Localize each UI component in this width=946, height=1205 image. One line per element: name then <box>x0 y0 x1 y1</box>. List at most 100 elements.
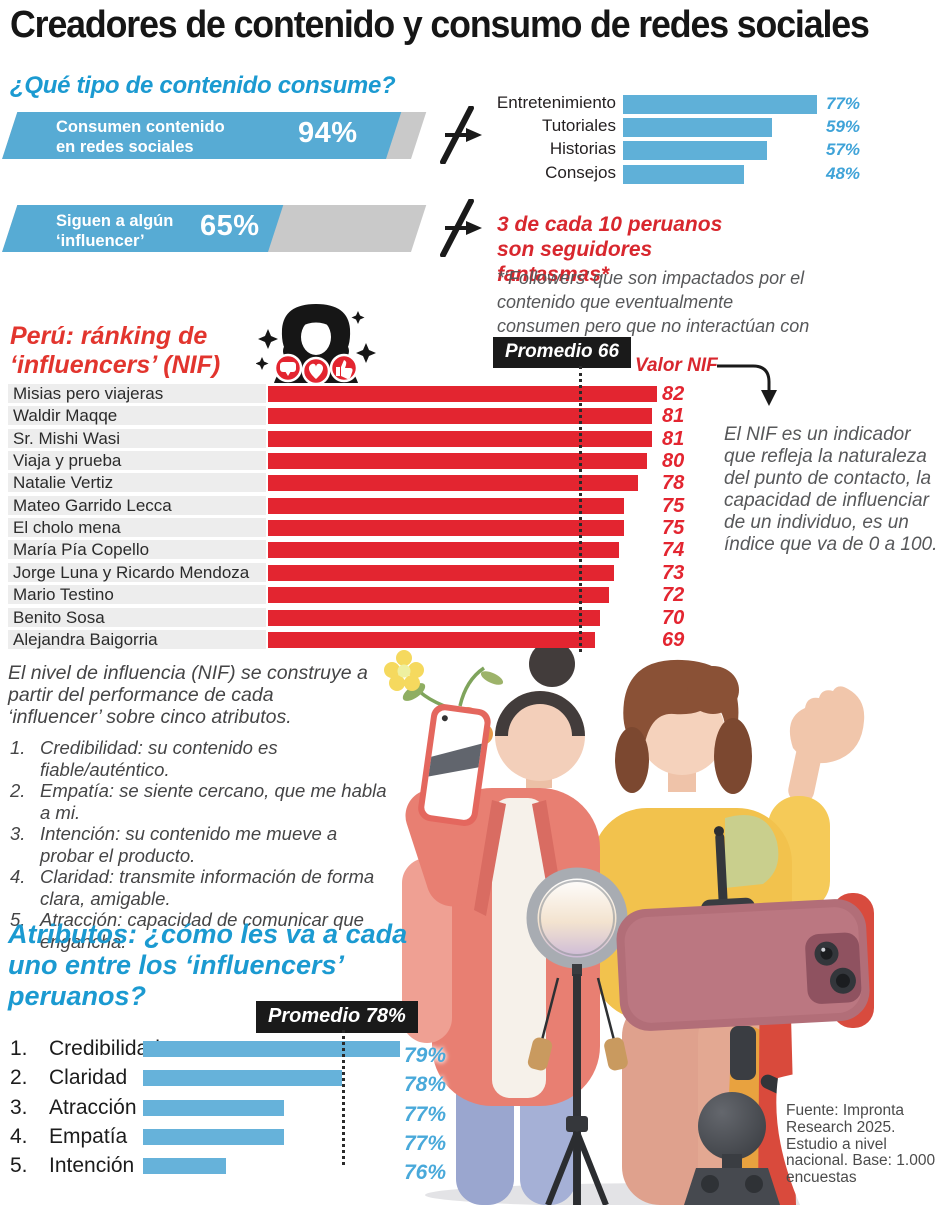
ranking-bar <box>268 610 600 626</box>
ranking-nif-value: 75 <box>662 495 685 517</box>
ranking-influencer-name: Mateo Garrido Lecca <box>13 496 172 515</box>
content-type-label: Entretenimiento <box>496 93 616 112</box>
content-type-label: Historias <box>549 139 616 159</box>
nif-attribute-item: 5. Atracción: capacidad de comunicar que … <box>8 909 403 952</box>
attributes-average-line <box>342 1030 345 1165</box>
ranking-chart: Misias pero viajeras 82 Waldir Maqqe 81 Sr. … <box>8 383 685 651</box>
ranking-row-stripe <box>8 496 266 515</box>
attribute-name: Credibilidad <box>49 1037 160 1060</box>
source-note: Fuente: Impronta Research 2025. Estudio … <box>786 1102 936 1187</box>
content-type-value: 59% <box>826 117 861 137</box>
nif-attribute-item: 4. Claridad: transmite información de for… <box>8 866 403 909</box>
nif-attribute-text: Intención: su contenido me mueve a proba… <box>40 823 338 866</box>
ranking-bar <box>268 453 647 469</box>
content-type-bar <box>623 141 767 161</box>
ranking-nif-value: 69 <box>662 629 685 651</box>
ranking-nif-value: 73 <box>662 562 685 584</box>
nif-explainer-intro: El nivel de influencia (NIF) se construy… <box>8 662 368 728</box>
section-consumo-heading: ¿Qué tipo de contenido consume? <box>10 72 396 99</box>
slash-arrow-icon <box>440 106 482 164</box>
ranking-row-stripe <box>8 429 266 448</box>
ranking-nif-value: 80 <box>662 450 685 472</box>
nif-attribute-text: Empatía: se siente cercano, que me habla… <box>40 780 387 823</box>
nif-attributes-list: 1. Credibilidad: su contenido es fiable/a… <box>8 737 403 952</box>
attribute-name: Atracción <box>49 1096 137 1119</box>
ranking-row-stripe <box>8 384 266 403</box>
nif-attribute-number: 5. <box>10 909 26 930</box>
source-text-backdrop <box>776 1071 946 1205</box>
nif-attribute-text: Credibilidad: su contenido es fiable/aut… <box>40 737 278 780</box>
yellow-flower <box>384 650 424 691</box>
ranking-bar <box>268 475 638 491</box>
ring-light <box>526 867 628 1205</box>
ranking-row-stripe <box>8 608 266 627</box>
ranking-row-stripe <box>8 406 266 425</box>
ranking-bar <box>268 431 652 447</box>
statbar-consumo-label: Consumen contenido en redes sociales <box>56 118 225 156</box>
content-type-value: 48% <box>826 163 861 183</box>
ranking-row-stripe <box>8 540 266 559</box>
nif-definition-note: El NIF es un indicador que refleja la na… <box>724 424 938 555</box>
nif-attribute-item: 2. Empatía: se siente cercano, que me hab… <box>8 780 403 823</box>
attribute-bar <box>143 1129 284 1145</box>
attribute-value: 76% <box>404 1161 447 1184</box>
comment-icon <box>273 353 303 383</box>
content-creators-illustration <box>384 648 946 1205</box>
ranking-bar <box>268 498 624 514</box>
ranking-row-stripe <box>8 451 266 470</box>
ranking-average-badge: Promedio 66 <box>493 337 632 368</box>
statbar-influencer-value: 65% <box>200 210 260 242</box>
attribute-bar <box>143 1070 342 1086</box>
nif-attribute-number: 1. <box>10 737 26 758</box>
ranking-nif-value: 82 <box>662 383 685 405</box>
nif-attribute-number: 3. <box>10 823 26 844</box>
ranking-bar <box>268 408 652 424</box>
handheld-phone <box>418 704 491 826</box>
ranking-influencer-name: Sr. Mishi Wasi <box>13 429 121 448</box>
nif-attribute-number: 2. <box>10 780 26 801</box>
page-title: Creadores de contenido y consumo de rede… <box>10 4 870 46</box>
ranking-influencer-name: Viaja y prueba <box>13 451 122 470</box>
elbow-arrow-down-icon <box>717 364 777 406</box>
ranking-bar <box>268 587 609 603</box>
content-type-value: 57% <box>826 140 861 160</box>
nif-attribute-text: Atracción: capacidad de comunicar que en… <box>40 909 364 952</box>
nif-attribute-number: 4. <box>10 866 26 887</box>
slash-arrow-icon <box>440 199 482 257</box>
ranking-influencer-name: Misias pero viajeras <box>13 384 164 403</box>
attribute-rank: 1. <box>10 1037 28 1060</box>
ranking-influencer-name: Benito Sosa <box>13 608 105 627</box>
content-type-label: Tutoriales <box>541 116 616 136</box>
attribute-value: 77% <box>404 1103 447 1126</box>
ranking-nif-value: 78 <box>662 472 685 494</box>
attribute-value: 77% <box>404 1132 447 1155</box>
ranking-row-stripe <box>8 585 266 604</box>
statbar-consumo-value: 94% <box>298 117 358 149</box>
ranking-bar <box>268 386 657 402</box>
content-type-bar <box>623 95 817 114</box>
attribute-name: Empatía <box>49 1125 128 1148</box>
ranking-bar <box>268 565 614 581</box>
statbar-influencer-label: Siguen a algún ‘influencer’ <box>56 212 174 250</box>
female-influencer-avatar-icon <box>256 304 376 383</box>
ranking-influencer-name: Waldir Maqqe <box>13 406 118 425</box>
ranking-bar <box>268 632 595 648</box>
content-types-chart: Entretenimiento 77% Tutoriales 59% Historias… <box>0 0 946 220</box>
attributes-heading: Atributos: ¿cómo les va a cada uno entre… <box>8 919 408 1011</box>
ranking-nif-value: 74 <box>662 539 685 561</box>
attribute-value: 78% <box>404 1073 447 1096</box>
hair-bun <box>529 648 575 687</box>
ranking-influencer-name: Alejandra Baigorria <box>13 630 158 649</box>
content-type-value: 77% <box>826 94 861 113</box>
ghost-followers-title: 3 de cada 10 peruanos son seguidores fan… <box>497 213 723 286</box>
ranking-row-stripe <box>8 473 266 492</box>
camera-module <box>805 932 862 1004</box>
attribute-rank: 5. <box>10 1154 28 1177</box>
ranking-nif-value: 72 <box>662 584 685 606</box>
ranking-influencer-name: Mario Testino <box>13 585 114 604</box>
ranking-influencer-name: El cholo mena <box>13 518 121 537</box>
nif-attribute-item: 3. Intención: su contenido me mueve a pro… <box>8 823 403 866</box>
valor-nif-label: Valor NIF <box>635 355 718 376</box>
